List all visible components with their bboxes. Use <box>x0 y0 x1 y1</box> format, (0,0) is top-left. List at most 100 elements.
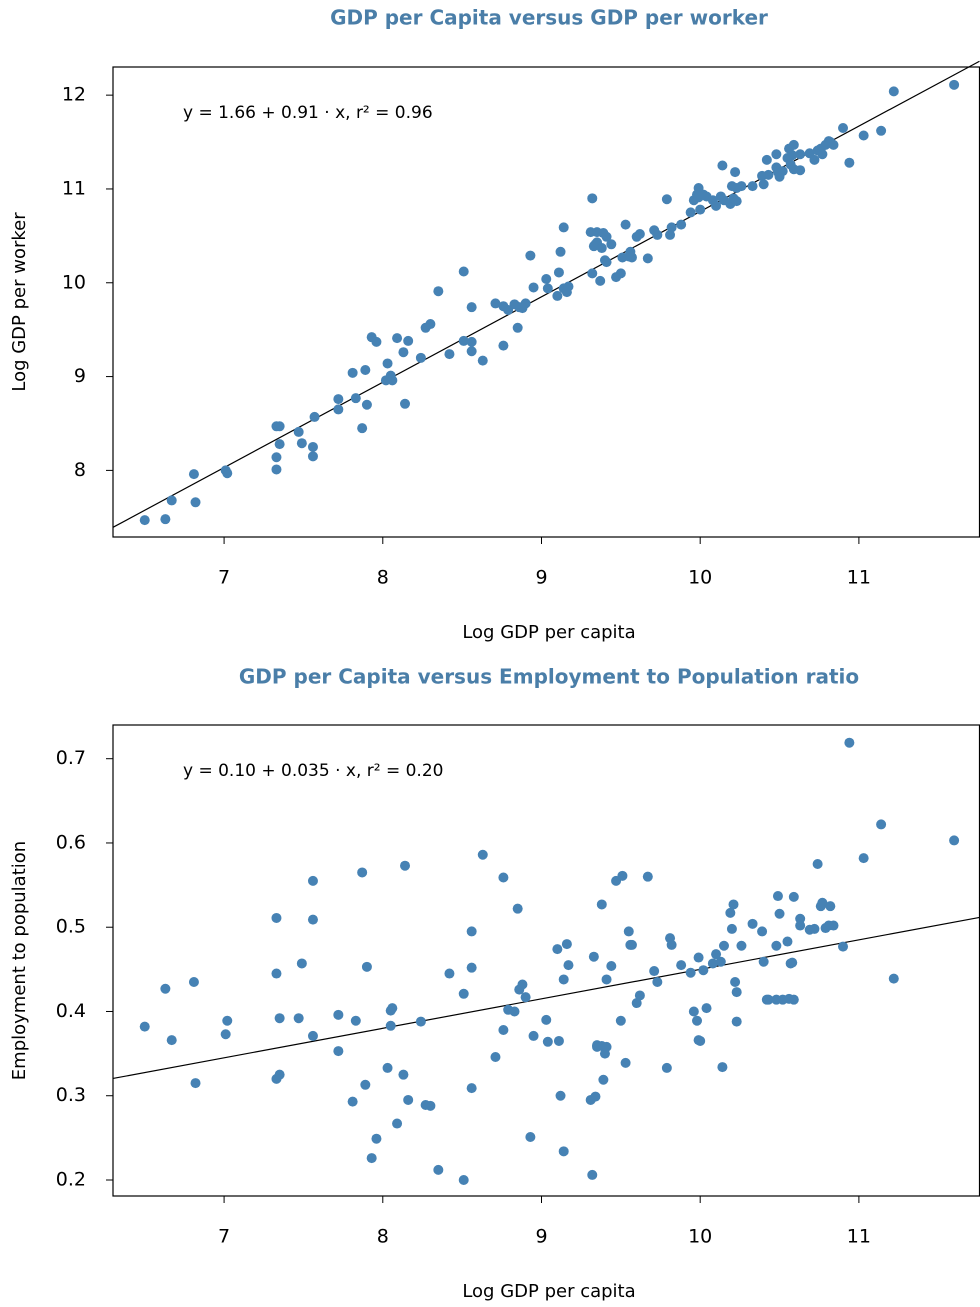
point <box>520 298 531 309</box>
point <box>520 992 531 1003</box>
point <box>858 130 869 141</box>
point <box>382 1062 393 1073</box>
point <box>615 1015 626 1026</box>
point <box>512 322 523 333</box>
point <box>415 1016 426 1027</box>
point <box>788 994 799 1005</box>
y-tick-label: 0.6 <box>56 831 86 853</box>
point <box>552 290 563 301</box>
point <box>271 452 282 463</box>
x-tick-label: 11 <box>847 1226 871 1248</box>
point <box>415 352 426 363</box>
point <box>693 952 704 963</box>
point <box>444 968 455 979</box>
point <box>711 949 722 960</box>
point <box>774 908 785 919</box>
point <box>726 923 737 934</box>
point <box>498 1025 509 1036</box>
point <box>634 228 645 239</box>
point <box>307 1030 318 1041</box>
point <box>360 365 371 376</box>
point <box>828 139 839 150</box>
point <box>309 411 320 422</box>
point <box>590 1091 601 1102</box>
point <box>293 426 304 437</box>
y-tick-label: 9 <box>74 365 86 387</box>
point <box>717 1062 728 1073</box>
y-tick-label: 12 <box>62 84 86 106</box>
point <box>809 923 820 934</box>
point <box>731 1016 742 1027</box>
point <box>652 976 663 987</box>
point <box>757 926 768 937</box>
point <box>403 335 414 346</box>
point <box>631 998 642 1009</box>
point <box>347 1096 358 1107</box>
fit-line <box>112 60 980 528</box>
point <box>555 246 566 257</box>
point <box>307 451 318 462</box>
point <box>274 439 285 450</box>
point <box>293 1013 304 1024</box>
point <box>466 962 477 973</box>
y-tick-label: 11 <box>62 177 86 199</box>
point <box>385 1020 396 1031</box>
point <box>844 157 855 168</box>
point <box>825 901 836 912</box>
point <box>433 1164 444 1175</box>
point <box>747 181 758 192</box>
point <box>685 967 696 978</box>
x-tick-label: 8 <box>377 1226 389 1248</box>
point <box>477 849 488 860</box>
point <box>731 987 742 998</box>
point <box>563 960 574 971</box>
point <box>307 441 318 452</box>
point <box>509 1006 520 1017</box>
point <box>350 393 361 404</box>
point <box>615 268 626 279</box>
point <box>220 1029 231 1040</box>
point <box>444 349 455 360</box>
point <box>382 358 393 369</box>
point <box>718 940 729 951</box>
point <box>788 891 799 902</box>
point <box>433 286 444 297</box>
point <box>685 207 696 218</box>
point <box>771 149 782 160</box>
point <box>620 219 631 230</box>
plot-frame <box>112 724 980 1197</box>
point <box>812 859 823 870</box>
point <box>596 243 607 254</box>
y-tick-label: 0.4 <box>56 1000 86 1022</box>
point <box>728 899 739 910</box>
fit-annotation: y = 1.66 + 0.91 · x, r² = 0.96 <box>183 103 433 123</box>
point <box>596 899 607 910</box>
x-tick-label: 11 <box>847 567 871 589</box>
point <box>350 1015 361 1026</box>
point <box>477 355 488 366</box>
point <box>558 1146 569 1157</box>
point <box>190 497 201 508</box>
point <box>347 367 358 378</box>
point <box>498 340 509 351</box>
point <box>188 469 199 480</box>
point <box>525 250 536 261</box>
point <box>387 1003 398 1014</box>
point <box>425 1100 436 1111</box>
point <box>625 939 636 950</box>
point <box>360 1079 371 1090</box>
point <box>558 974 569 985</box>
point <box>466 302 477 313</box>
chart-title: GDP per Capita versus Employment to Popu… <box>239 665 859 689</box>
point <box>711 200 722 211</box>
y-axis-label: Employment to population <box>9 841 30 1080</box>
point <box>517 979 528 990</box>
point <box>553 1035 564 1046</box>
point <box>588 951 599 962</box>
point <box>190 1078 201 1089</box>
point <box>333 1009 344 1020</box>
point <box>466 336 477 347</box>
point <box>357 423 368 434</box>
point <box>642 253 653 264</box>
point <box>542 1036 553 1047</box>
